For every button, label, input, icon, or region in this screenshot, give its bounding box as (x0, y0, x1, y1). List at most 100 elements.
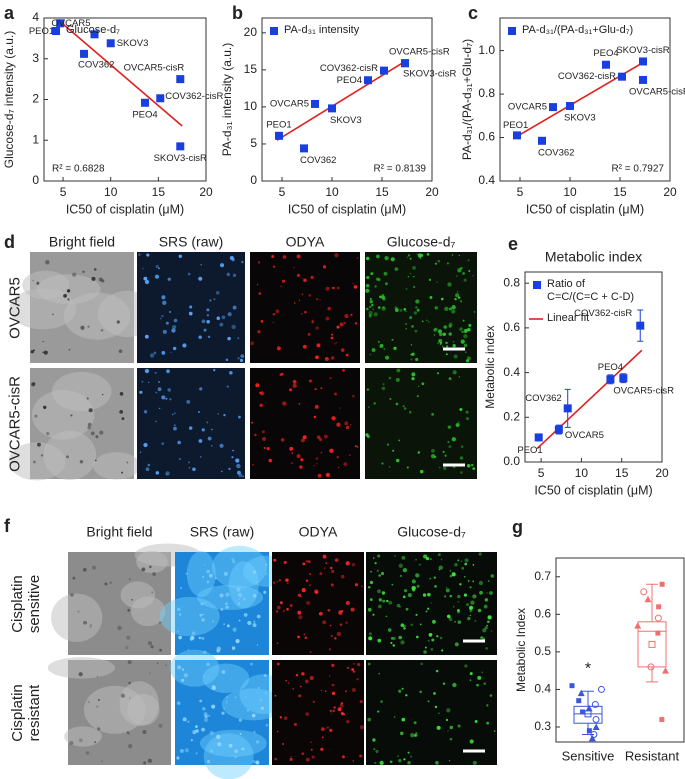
signal-speck (235, 458, 240, 463)
signal-speck (338, 610, 343, 615)
signal-speck (263, 674, 267, 677)
signal-speck (386, 443, 390, 446)
data-point (619, 374, 628, 383)
signal-speck (420, 662, 423, 666)
signal-speck (369, 580, 374, 585)
signal-speck (373, 748, 376, 751)
signal-speck (334, 343, 336, 345)
signal-speck (217, 742, 222, 747)
signal-speck (316, 343, 321, 348)
signal-speck (272, 581, 276, 584)
signal-speck (378, 341, 380, 343)
signal-speck (260, 706, 264, 711)
signal-speck (490, 574, 495, 578)
data-point (566, 102, 574, 111)
image-background (250, 368, 360, 479)
signal-speck (172, 325, 177, 330)
signal-speck (313, 464, 316, 467)
signal-speck (117, 625, 122, 631)
signal-speck (330, 356, 335, 360)
signal-speck (431, 638, 435, 642)
signal-speck (138, 253, 141, 256)
signal-speck (346, 666, 350, 670)
signal-speck (345, 353, 349, 357)
signal-speck (467, 259, 470, 262)
signal-speck (272, 321, 275, 324)
signal-speck (237, 357, 240, 360)
data-point (401, 59, 409, 68)
data-point (588, 734, 596, 742)
cell-region (186, 550, 216, 598)
signal-speck (374, 562, 377, 565)
signal-speck (343, 321, 346, 325)
signal-speck (302, 344, 307, 349)
cell-region (228, 561, 259, 609)
signal-speck (337, 707, 342, 712)
signal-speck (416, 584, 420, 588)
signal-speck (250, 341, 255, 346)
signal-speck (307, 560, 311, 564)
signal-speck (388, 466, 391, 468)
signal-speck (429, 296, 433, 300)
signal-speck (381, 591, 386, 595)
signal-speck (452, 682, 457, 688)
signal-speck (445, 353, 448, 356)
signal-speck (170, 351, 172, 354)
signal-speck (147, 641, 153, 646)
signal-speck (393, 716, 396, 718)
signal-speck (381, 295, 385, 300)
cell-region (120, 581, 156, 609)
signal-speck (441, 345, 444, 348)
signal-speck (350, 313, 353, 316)
box (637, 621, 667, 668)
signal-speck (343, 462, 348, 467)
point-label: COV362 (78, 59, 114, 70)
box (573, 705, 603, 724)
r-squared: R² = 0.7927 (611, 164, 664, 175)
column-header: ODYA (299, 524, 338, 540)
signal-speck (271, 254, 275, 259)
signal-speck (405, 288, 408, 290)
signal-speck (155, 420, 157, 423)
signal-speck (336, 455, 339, 459)
data-point (602, 60, 610, 69)
signal-speck (433, 691, 436, 695)
signal-speck (357, 663, 361, 667)
signal-speck (209, 299, 212, 302)
signal-speck (314, 404, 319, 409)
signal-speck (344, 313, 349, 319)
signal-speck (367, 662, 371, 666)
signal-speck (199, 455, 202, 458)
signal-speck (250, 662, 253, 666)
signal-speck (100, 329, 104, 332)
signal-speck (187, 272, 191, 276)
signal-speck (283, 716, 288, 721)
x-tick-label: Sensitive (562, 748, 615, 763)
signal-speck (302, 277, 304, 279)
signal-speck (294, 302, 296, 304)
signal-speck (476, 683, 479, 687)
point-label: SKOV3-cisR (403, 69, 456, 80)
signal-speck (188, 461, 190, 464)
signal-speck (449, 574, 453, 578)
signal-speck (461, 566, 465, 570)
signal-speck (287, 682, 290, 684)
signal-speck (377, 306, 381, 309)
data-point (586, 728, 592, 734)
signal-speck (203, 328, 207, 332)
signal-speck (207, 714, 211, 717)
signal-speck (142, 729, 147, 735)
signal-speck (282, 743, 285, 746)
point-label: PEO4 (132, 109, 157, 120)
signal-speck (187, 720, 190, 723)
signal-speck (95, 459, 97, 462)
signal-speck (203, 675, 205, 677)
signal-speck (411, 372, 416, 377)
signal-speck (367, 586, 371, 589)
signal-speck (262, 436, 267, 441)
signal-speck (415, 558, 417, 561)
signal-speck (427, 592, 431, 597)
signal-speck (463, 575, 466, 578)
signal-speck (415, 306, 418, 309)
signal-speck (206, 308, 210, 312)
